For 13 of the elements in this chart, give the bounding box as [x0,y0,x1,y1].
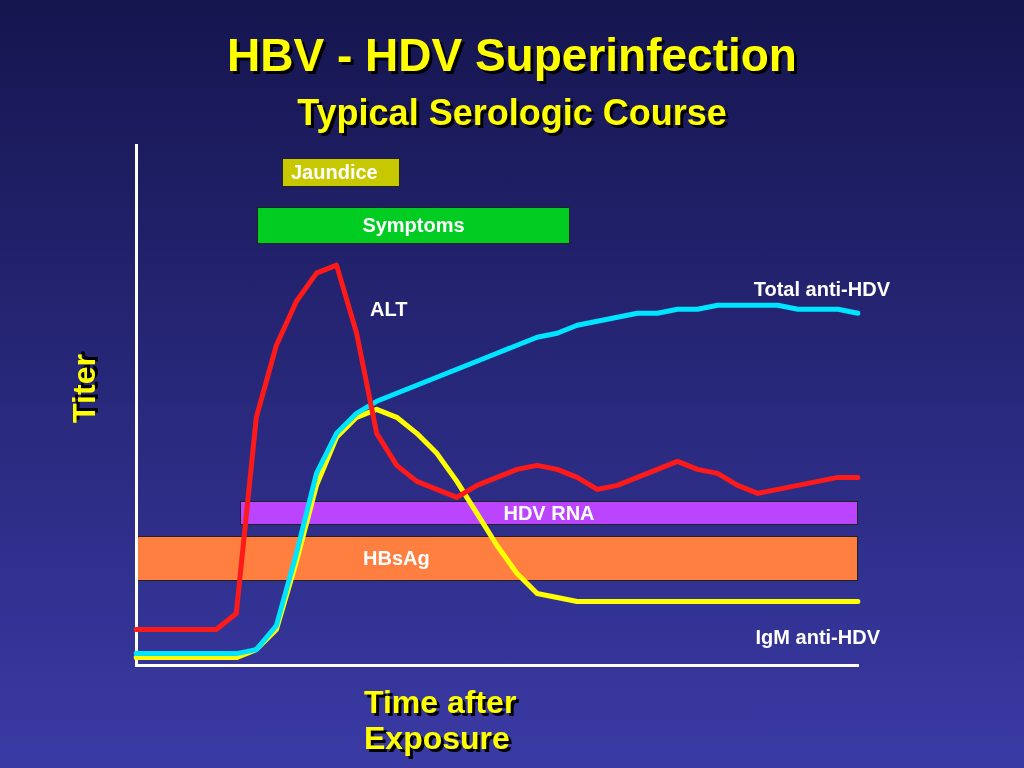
x-axis-title: Time after Exposure [364,684,518,756]
y-axis-title: Titer [65,354,103,423]
chart-title: HBV - HDV Superinfection [226,28,798,82]
labelled-strip: Jaundice [282,158,400,187]
annotation: HBsAg [363,547,430,570]
series-label: IgM anti-HDV [755,625,881,648]
labelled-strip: HBsAg [136,536,858,581]
series-label: ALT [370,297,408,320]
annotation: HDV RNA [503,501,595,525]
labelled-strip: Symptoms [257,207,570,244]
series-label: Total anti-HDV [753,277,891,300]
labelled-strip: HDV RNA [240,501,858,525]
chart-subtitle: Typical Serologic Course [296,92,728,134]
